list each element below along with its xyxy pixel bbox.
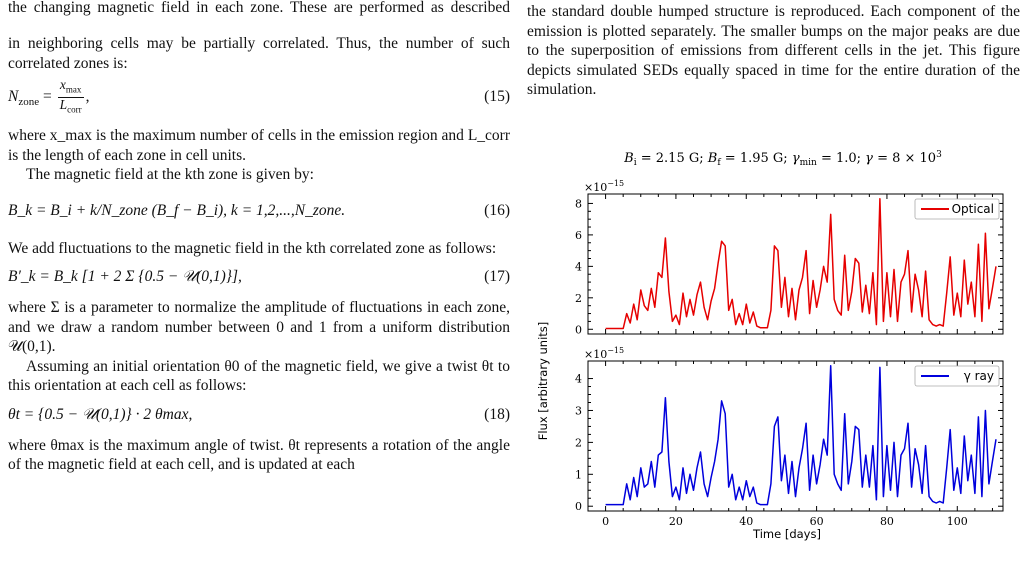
y-multiplier-label: ×10−15 [584,346,624,361]
equation-17-number: (17) [484,268,510,286]
x-tick-label: 100 [947,515,968,528]
y-tick-label: 0 [575,323,582,336]
equation-18: θt = {0.5 − 𝒰(0,1)} · 2 θmax, (18) [8,404,510,426]
equation-15-body: Nzone = xmax Lcorr , [8,78,90,116]
x-tick-label: 80 [880,515,894,528]
eq15-denominator-sub: corr [67,104,82,115]
right-text-column: the standard double humped structure is … [527,0,1020,100]
eq15-numerator: x [59,76,66,92]
legend-box [914,198,1000,220]
eq15-fraction: xmax Lcorr [57,76,84,116]
y-axis-label: Flux [arbitrary units] [536,322,550,441]
eq15-denominator: L [59,96,68,112]
paragraph-theta-max: where θmax is the maximum angle of twist… [8,436,510,474]
equation-18-number: (18) [484,405,510,423]
panel-frame [587,193,1004,335]
left-text-column: the changing magnetic field in each zone… [8,0,510,475]
paragraph-fluctuations: We add fluctuations to the magnetic fiel… [8,239,497,257]
y-tick-label: 8 [575,197,582,210]
x-tick-label: 0 [602,515,609,528]
legend-box [914,365,1000,387]
y-tick-label: 6 [575,229,582,242]
equation-16-number: (16) [484,201,510,219]
equation-15-number: (15) [484,88,510,106]
equation-16: B_k = B_i + k/N_zone (B_f − B_i), k = 1,… [8,193,510,229]
equation-17: B′_k = B_k [1 + 2 Σ {0.5 − 𝒰(0,1)}], (17… [8,266,510,288]
legend-label: Optical [952,202,994,216]
y-tick-label: 2 [575,292,582,305]
eq15-tail: , [85,87,90,105]
paragraph-double-humped: the standard double humped structure is … [527,3,1020,98]
series-line-γ-ray [605,365,997,506]
eq15-numerator-sub: max [65,84,82,95]
x-tick-label: 20 [669,515,683,528]
paragraph-initial-orientation: Assuming an initial orientation θ0 of th… [8,357,510,395]
legend-label: γ ray [964,369,994,383]
panel-1: 0 2 4 6 8×10−15 Optical [575,179,1004,336]
y-tick-label: 4 [575,373,582,386]
eq15-equals: = [42,87,52,105]
paragraph-magnetic-field-zone: The magnetic field at the kth zone is gi… [26,166,314,183]
equation-17-body: B′_k = B_k [1 + 2 Σ {0.5 − 𝒰(0,1)}], [8,268,242,286]
eq15-lhs-sub: zone [18,95,40,108]
y-tick-label: 1 [575,468,582,481]
light-curve-figure: Bi = 2.15 G; Bf = 1.95 G; γmin = 1.0; γ … [536,150,1004,541]
y-tick-label: 3 [575,404,582,417]
y-tick-label: 0 [575,500,582,513]
x-tick-label: 40 [739,515,753,528]
equation-15: Nzone = xmax Lcorr , (15) [8,78,510,116]
y-tick-label: 2 [575,436,582,449]
y-multiplier-label: ×10−15 [584,179,624,194]
paragraph-sigma-definition: where Σ is a parameter to normalize the … [8,299,510,355]
x-axis-label: Time [days] [752,527,821,541]
paragraph-xmax-definition: where x_max is the maximum number of cel… [8,127,510,164]
x-tick-label: 60 [810,515,824,528]
paragraph-previous: the changing magnetic field in each zone… [8,0,510,16]
series-line-Optical [605,197,997,330]
y-tick-label: 4 [575,260,582,273]
eq15-lhs: N [8,87,19,105]
chart-title: Bi = 2.15 G; Bf = 1.95 G; γmin = 1.0; γ … [623,150,942,168]
paragraph-correlated-zones: in neighboring cells may be partially co… [8,35,510,72]
equation-16-body: B_k = B_i + k/N_zone (B_f − B_i), k = 1,… [8,201,346,219]
panel-frame [587,360,1004,512]
equation-18-body: θt = {0.5 − 𝒰(0,1)} · 2 θmax, [8,405,193,423]
